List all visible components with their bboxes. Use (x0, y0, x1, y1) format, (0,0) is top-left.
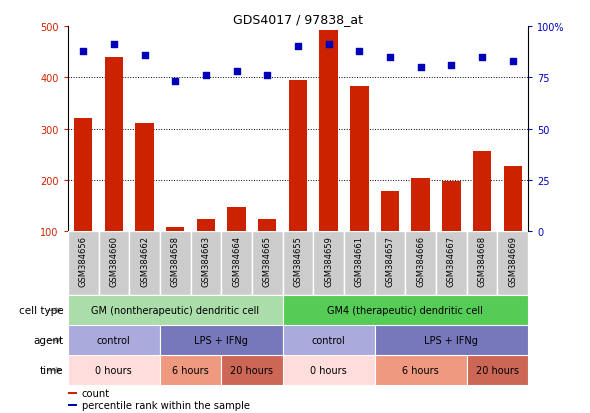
Bar (129, 232, 160, 296)
Point (263, 73, 272, 79)
Point (140, 52, 149, 59)
Point (171, 79, 180, 85)
Text: GSM384665: GSM384665 (263, 235, 272, 286)
Bar (344, 232, 375, 296)
Text: GSM384655: GSM384655 (293, 235, 303, 286)
Bar (283, 232, 313, 296)
Point (232, 69, 241, 75)
Text: 6 hours: 6 hours (402, 365, 439, 375)
Bar (283, 355, 375, 385)
Point (201, 73, 211, 79)
Bar (283, 296, 528, 325)
Text: GM (nontherapeutic) dendritic cell: GM (nontherapeutic) dendritic cell (91, 306, 259, 316)
Point (477, 54, 487, 61)
Point (78, 48, 88, 55)
Bar (99, 232, 129, 296)
Text: cell type: cell type (18, 306, 63, 316)
Bar (467, 355, 528, 385)
Text: GSM384656: GSM384656 (78, 235, 88, 286)
Point (109, 42, 119, 49)
Bar (74, 119, 93, 283)
Bar (289, 81, 307, 283)
Text: GSM384663: GSM384663 (201, 235, 211, 287)
Bar (375, 355, 467, 385)
Bar (313, 232, 344, 296)
Bar (227, 207, 246, 283)
Bar (68, 325, 160, 355)
Text: LPS + IFNg: LPS + IFNg (194, 335, 248, 345)
Text: GSM384669: GSM384669 (508, 235, 517, 286)
Bar (405, 232, 436, 296)
Bar (68, 232, 99, 296)
Text: 20 hours: 20 hours (231, 365, 273, 375)
Text: 0 hours: 0 hours (310, 365, 347, 375)
Text: GSM384664: GSM384664 (232, 235, 241, 286)
Bar (104, 57, 123, 283)
Text: GSM384658: GSM384658 (171, 235, 180, 286)
Bar (221, 232, 252, 296)
Text: LPS + IFNg: LPS + IFNg (424, 335, 478, 345)
Bar (473, 152, 491, 283)
Point (508, 58, 517, 65)
Text: percentile rank within the sample: percentile rank within the sample (82, 400, 250, 410)
Bar (283, 325, 375, 355)
Bar (375, 232, 405, 296)
Text: time: time (40, 365, 63, 375)
Point (293, 44, 303, 51)
Text: GSM384667: GSM384667 (447, 235, 456, 287)
Bar (467, 232, 497, 296)
Text: control: control (97, 335, 131, 345)
Bar (196, 220, 215, 283)
Point (385, 54, 395, 61)
Bar (411, 179, 430, 283)
Text: GSM384659: GSM384659 (324, 235, 333, 286)
Point (355, 48, 364, 55)
Bar (350, 87, 369, 283)
Text: GSM384660: GSM384660 (109, 235, 119, 286)
Bar (68, 355, 160, 385)
Bar (503, 166, 522, 283)
Text: GSM384662: GSM384662 (140, 235, 149, 286)
Title: GDS4017 / 97838_at: GDS4017 / 97838_at (233, 13, 363, 26)
Text: agent: agent (33, 335, 63, 345)
Text: 20 hours: 20 hours (476, 365, 519, 375)
Bar (436, 232, 467, 296)
Text: 6 hours: 6 hours (172, 365, 209, 375)
Bar (252, 232, 283, 296)
Bar (191, 232, 221, 296)
Text: GSM384657: GSM384657 (385, 235, 395, 286)
Text: 0 hours: 0 hours (96, 365, 132, 375)
Text: control: control (312, 335, 346, 345)
Bar (375, 325, 528, 355)
Point (447, 62, 456, 69)
Bar (221, 355, 283, 385)
Bar (68, 392, 77, 394)
Bar (160, 355, 221, 385)
Text: GSM384666: GSM384666 (416, 235, 425, 287)
Text: count: count (82, 388, 110, 398)
Bar (497, 232, 528, 296)
Bar (319, 31, 338, 283)
Bar (258, 219, 277, 283)
Bar (166, 228, 185, 283)
Bar (160, 325, 283, 355)
Text: GM4 (therapeutic) dendritic cell: GM4 (therapeutic) dendritic cell (327, 306, 483, 316)
Bar (442, 181, 461, 283)
Text: GSM384668: GSM384668 (477, 235, 487, 287)
Bar (160, 232, 191, 296)
Bar (68, 296, 283, 325)
Text: GSM384661: GSM384661 (355, 235, 364, 286)
Bar (381, 192, 399, 283)
Point (324, 42, 333, 49)
Bar (68, 404, 77, 406)
Bar (135, 124, 154, 283)
Point (416, 64, 425, 71)
